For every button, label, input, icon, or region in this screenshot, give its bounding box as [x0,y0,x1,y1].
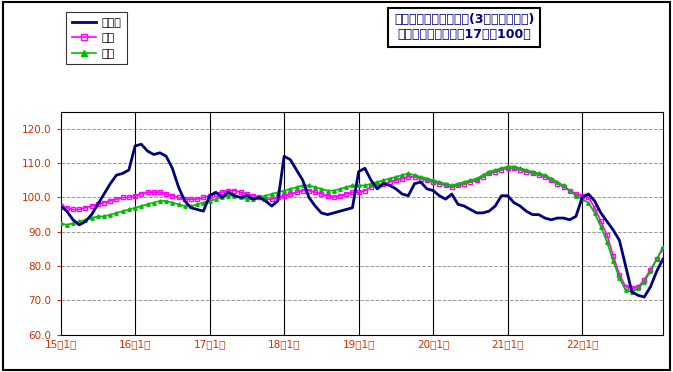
Text: 鉱工業生産指数の推移(3ヶ月移動平均)
（季節調整済、平成17年＝100）: 鉱工業生産指数の推移(3ヶ月移動平均) （季節調整済、平成17年＝100） [394,13,534,41]
Legend: 鳥取県, 中国, 全国: 鳥取県, 中国, 全国 [66,12,127,64]
